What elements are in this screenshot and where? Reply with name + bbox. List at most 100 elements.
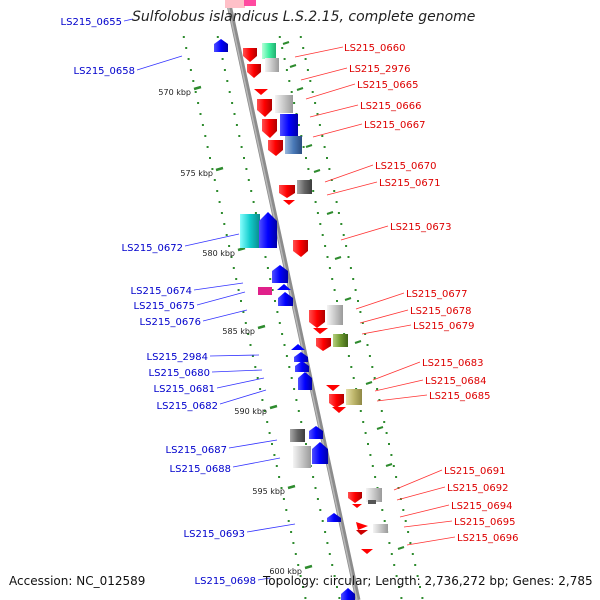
label-connectors	[123, 18, 456, 581]
track-dot	[300, 421, 303, 423]
track-dot	[278, 36, 281, 38]
gene-label[interactable]: LS215_0666	[360, 101, 421, 112]
gene-label[interactable]: LS215_0685	[429, 391, 490, 402]
gene-label[interactable]: LS215_0665	[357, 80, 418, 91]
scale-label: 575 kbp	[180, 169, 213, 178]
gene-label[interactable]: LS215_0679	[413, 321, 474, 332]
track-dot	[321, 234, 324, 236]
track-dot	[337, 212, 340, 214]
track-dot	[331, 564, 334, 566]
scale-minor-tick	[313, 169, 321, 173]
track-dot	[366, 344, 369, 346]
track-dot	[324, 531, 327, 533]
track-dot	[421, 597, 424, 599]
connector-line	[305, 83, 356, 100]
gene-label[interactable]: LS215_0660	[344, 43, 405, 54]
track-dot	[230, 256, 233, 258]
track-dot	[269, 278, 272, 280]
track-dot	[326, 256, 329, 258]
gene-label[interactable]: LS215_0672	[122, 243, 183, 254]
gene-glyph	[297, 180, 312, 194]
connector-line	[196, 291, 246, 306]
track-dot	[376, 388, 379, 390]
track-dot	[231, 102, 234, 104]
gene-glyph	[280, 114, 298, 136]
track-dot	[342, 234, 345, 236]
track-dot	[305, 157, 307, 159]
gene-label[interactable]: LS215_0674	[131, 286, 192, 297]
track-dot	[323, 146, 326, 148]
scale-minor-tick	[289, 64, 297, 68]
scale-minor-tick	[354, 340, 362, 344]
scale-minor-tick	[397, 546, 405, 550]
track-dot	[182, 36, 185, 38]
track-dot	[282, 498, 285, 500]
gene-label[interactable]: LS215_0683	[422, 358, 483, 369]
gene-label[interactable]: LS215_0681	[154, 384, 215, 395]
connector-line	[300, 67, 348, 81]
track-dot	[226, 80, 229, 82]
gene-label[interactable]: LS215_0695	[454, 517, 515, 528]
gene-glyph	[254, 89, 268, 95]
track-dot	[373, 377, 376, 379]
gene-glyph	[257, 99, 272, 117]
scale-major-tick	[304, 564, 313, 570]
scale-label: 600 kbp	[269, 567, 302, 576]
track-dot	[209, 157, 211, 159]
track-dot	[223, 223, 226, 225]
gene-label[interactable]: LS215_0687	[166, 445, 227, 456]
track-dot	[240, 146, 243, 148]
gene-label[interactable]: LS215_0658	[74, 66, 135, 77]
gene-label[interactable]: LS215_0698	[195, 576, 256, 587]
gene-glyph	[368, 500, 376, 504]
track-dot	[349, 267, 352, 269]
gene-label[interactable]: LS215_0691	[444, 466, 505, 477]
gene-glyph	[309, 426, 323, 439]
gene-label[interactable]: LS215_0671	[379, 178, 440, 189]
gene-glyph	[240, 214, 260, 248]
track-dot	[225, 234, 228, 236]
gene-glyph	[272, 265, 288, 283]
scale-label: 570 kbp	[158, 88, 191, 97]
gene-label[interactable]: LS215_0684	[425, 376, 486, 387]
track-dot	[395, 575, 398, 577]
gene-label[interactable]: LS215_0670	[375, 161, 436, 172]
track-dot	[357, 300, 359, 302]
gene-label[interactable]: LS215_0680	[149, 368, 210, 379]
track-dot	[302, 586, 304, 588]
track-dot	[369, 454, 372, 456]
gene-label[interactable]: LS215_0696	[457, 533, 518, 544]
track-dot	[374, 476, 377, 478]
gene-label[interactable]: LS215_0692	[447, 483, 508, 494]
gene-label[interactable]: LS215_0676	[140, 317, 201, 328]
gene-label[interactable]: LS215_0673	[390, 222, 451, 233]
scale-minor-tick	[334, 256, 342, 260]
gene-label[interactable]: LS215_0688	[170, 464, 231, 475]
gene-label[interactable]: LS215_2984	[147, 352, 208, 363]
gene-label[interactable]: LS215_0655	[61, 17, 122, 28]
gene-glyph	[348, 492, 362, 503]
gene-label[interactable]: LS215_0678	[410, 306, 471, 317]
connector-line	[312, 123, 363, 138]
gene-glyph	[361, 549, 373, 554]
gene-label[interactable]: LS215_0667	[364, 120, 425, 131]
track-dot	[297, 410, 300, 412]
gene-glyph	[309, 310, 325, 328]
track-dot	[305, 443, 307, 445]
scale-major-tick	[269, 404, 278, 410]
track-dot	[285, 69, 288, 71]
gene-label[interactable]: LS215_2976	[349, 64, 410, 75]
track-dot	[409, 542, 412, 544]
gene-label[interactable]: LS215_0677	[406, 289, 467, 300]
track-dot	[297, 564, 300, 566]
track-dot	[268, 432, 271, 434]
gene-label[interactable]: LS215_0694	[451, 501, 512, 512]
connector-line	[228, 439, 278, 449]
gene-label[interactable]: LS215_0682	[157, 401, 218, 412]
track-dot	[333, 190, 336, 192]
gene-label[interactable]: LS215_0675	[134, 301, 195, 312]
track-dot	[237, 289, 240, 291]
gene-label[interactable]: LS215_0693	[184, 529, 245, 540]
track-dot	[314, 487, 317, 489]
track-dot	[273, 454, 276, 456]
